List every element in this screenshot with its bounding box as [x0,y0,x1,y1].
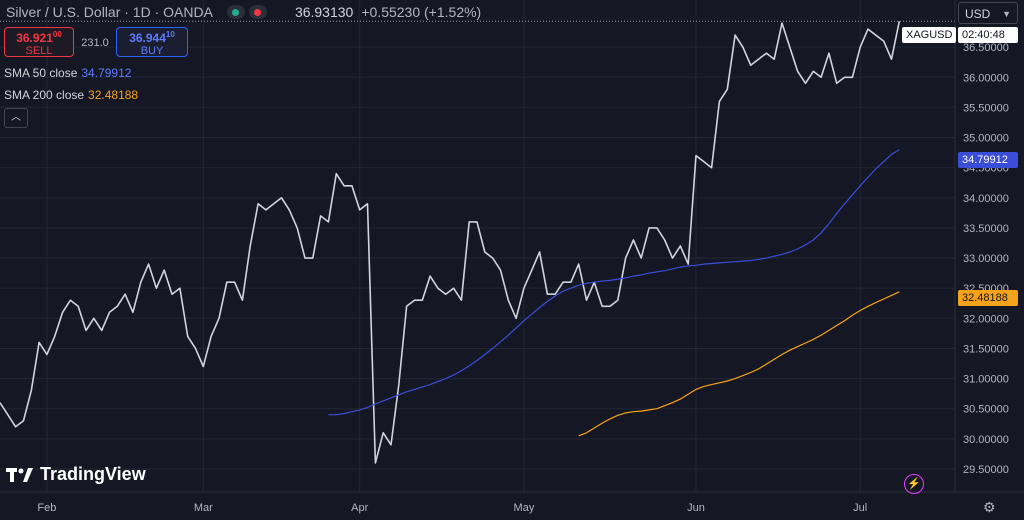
indicator-sma200[interactable]: SMA 200 close 32.48188 [4,88,138,102]
countdown-tag: 02:40:48 [958,27,1018,43]
symbol-header: Silver / U.S. Dollar · 1D · OANDA 36.931… [6,4,481,20]
tradingview-logo[interactable]: TradingView [6,464,146,485]
currency-label: USD [965,7,991,21]
sma200-price-tag: 32.48188 [958,290,1018,306]
symbol-price-tag: XAGUSD [902,27,957,43]
time-axis[interactable]: Feb Mar Apr May Jun Jul [0,491,1024,514]
chart-series [0,20,955,464]
series-price-line [0,21,901,464]
price-change: +0.55230 (+1.52%) [361,4,482,20]
buy-button[interactable]: 36.94410 BUY [116,27,188,57]
y-tick-label: 36.50000 [963,42,1009,54]
indicator-sma50-value: 34.79912 [81,66,132,80]
collapse-indicators-button[interactable]: ︿ [4,108,28,128]
y-tick-label: 33.50000 [963,223,1009,235]
spread-value: 231.0 [81,37,109,49]
price-axis[interactable]: 29.50000 30.00000 30.50000 31.00000 31.50000… [954,0,1024,520]
indicator-sma50[interactable]: SMA 50 close 34.79912 [4,66,131,80]
buy-label: BUY [140,45,164,57]
x-tick-label: Apr [351,502,368,514]
y-tick-label: 35.50000 [963,102,1009,114]
y-tick-label: 34.00000 [963,193,1009,205]
tradingview-icon [6,467,33,482]
chevron-up-icon: ︿ [11,112,21,123]
y-tick-label: 33.00000 [963,253,1009,265]
market-status [226,5,267,19]
sell-price: 36.921 [16,31,53,45]
y-tick-label: 29.50000 [963,464,1009,476]
y-tick-label: 36.00000 [963,72,1009,84]
x-tick-label: May [514,502,535,514]
x-tick-label: Jul [853,502,867,514]
sell-price-sup: 00 [52,30,62,39]
alert-icon[interactable] [248,5,267,19]
currency-selector[interactable]: USD ▼ [958,2,1018,24]
buy-price-sup: 10 [165,30,175,39]
y-tick-label: 32.00000 [963,313,1009,325]
y-tick-label: 30.50000 [963,404,1009,416]
chevron-down-icon: ▼ [1002,9,1011,19]
brand-name: TradingView [40,464,146,484]
chart-grid [0,0,955,492]
indicator-sma50-label: SMA 50 close [4,66,78,80]
sell-button[interactable]: 36.92100 SELL [4,27,74,57]
y-tick-label: 31.00000 [963,374,1009,386]
sell-label: SELL [25,45,53,57]
symbol-title[interactable]: Silver / U.S. Dollar · 1D · OANDA [6,4,213,20]
y-tick-label: 35.00000 [963,133,1009,145]
last-price: 36.93130 [294,4,354,20]
lightning-icon[interactable]: ⚡ [904,474,924,494]
y-tick-label: 31.50000 [963,343,1009,355]
series-sma200-line [578,291,900,437]
x-tick-label: Jun [687,502,705,514]
buy-price: 36.944 [129,31,166,45]
sma50-price-tag: 34.79912 [958,152,1018,168]
price-axis-bg [955,0,1024,520]
market-open-icon[interactable] [226,5,245,19]
x-tick-label: Feb [37,502,56,514]
y-tick-label: 30.00000 [963,434,1009,446]
indicator-sma200-label: SMA 200 close [4,88,85,102]
x-tick-label: Mar [194,502,213,514]
indicator-sma200-value: 32.48188 [88,88,139,102]
gear-icon[interactable]: ⚙ [983,499,996,515]
series-sma50-line [328,149,900,416]
